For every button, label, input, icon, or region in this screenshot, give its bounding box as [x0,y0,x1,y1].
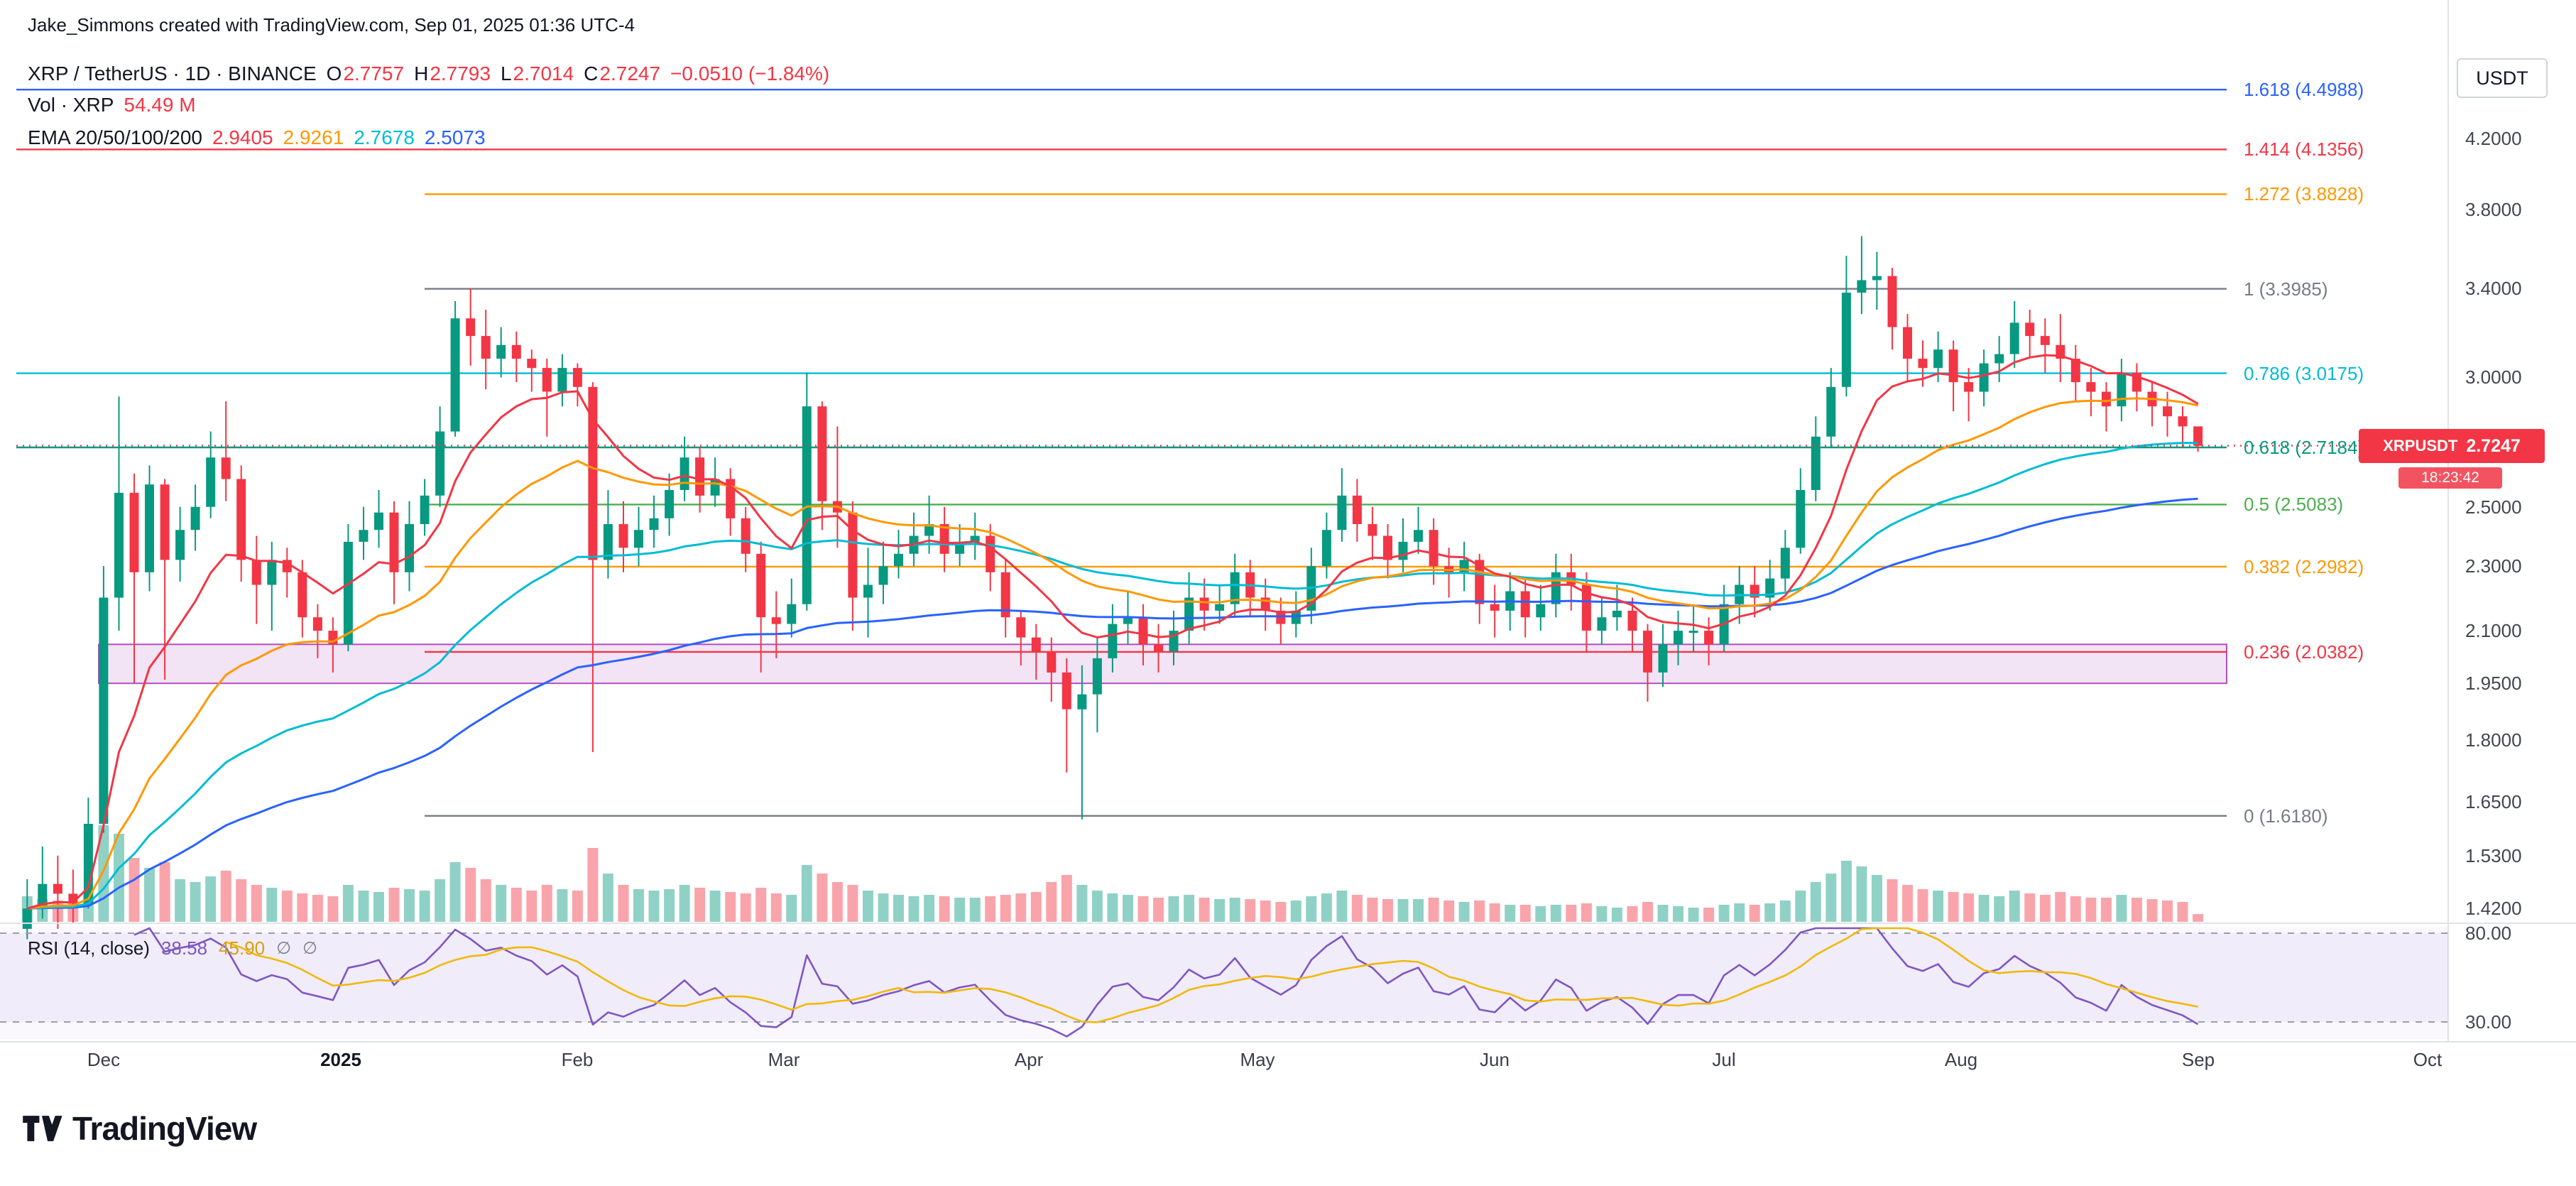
volume-label: Vol · XRP [28,94,114,116]
price-tick: 1.6500 [2465,791,2522,812]
time-tick: Dec [87,1049,121,1070]
volume-series [21,825,2204,922]
time-tick: Apr [1014,1049,1044,1070]
fib-level-label: 1.414 (4.1356) [2244,138,2364,160]
fib-level-label: 1.618 (4.4988) [2244,79,2364,100]
time-tick: Jun [1480,1049,1510,1070]
fib-level-label: 0.786 (3.0175) [2244,363,2364,384]
fib-level-label: 0.618 (2.7184) [2244,437,2364,458]
time-tick: Jul [1712,1049,1736,1070]
empty-set-icon: ∅ [276,939,292,958]
time-tick: Feb [561,1049,594,1070]
ema-values: 2.9405 2.9261 2.7678 2.5073 [212,126,486,149]
ema-value: 2.9405 [212,126,273,148]
price-tick: 2.5000 [2465,496,2522,518]
price-tick: 1.4200 [2465,898,2522,919]
fib-level-label: 0.236 (2.0382) [2244,641,2364,663]
price-tick: 1.5300 [2465,845,2522,866]
candlestick-series [22,236,2203,940]
fib-level-label: 1 (3.3985) [2244,278,2328,300]
tradingview-logo-icon [23,1116,62,1141]
time-tick: 2025 [320,1049,361,1070]
rsi-ma-line [225,927,2198,1023]
pane-separators [0,0,2576,1043]
volume-legend[interactable]: Vol · XRP 54.49 M [28,94,196,116]
tradingview-wordmark: TradingView [72,1110,257,1147]
rsi-pane [0,927,2448,1039]
price-tick: 1.8000 [2465,729,2522,751]
fib-lines [16,88,2227,817]
currency-label: USDT [2457,58,2548,98]
volume-value: 54.49 M [124,94,196,116]
ema-legend[interactable]: EMA 20/50/100/200 2.9405 2.9261 2.7678 2.50… [28,126,486,149]
price-tick: 1.9500 [2465,673,2522,694]
fib-level-label: 0.5 (2.5083) [2244,494,2344,515]
tag-price: 2.7247 [2466,435,2521,456]
change-value: −0.0510 (−1.84%) [670,62,830,85]
price-tick: 3.4000 [2465,278,2522,299]
price-tick: 2.1000 [2465,620,2522,641]
rsi-legend[interactable]: RSI (14, close) 38.58 45.90 ∅ ∅ [28,937,317,959]
fib-level-label: 1.272 (3.8828) [2244,183,2364,205]
time-tick: Sep [2181,1049,2215,1070]
time-tick: Aug [1944,1049,1978,1070]
price-tick: 2.3000 [2465,555,2522,577]
close-value: C 2.7247 [584,62,661,85]
ema-value: 2.9261 [283,126,344,148]
rsi-line [133,927,2199,1038]
low-value: L 2.7014 [500,62,574,85]
ema-value: 2.5073 [424,126,486,148]
last-price-tag: XRPUSDT 2.7247 [2359,429,2545,463]
rsi-tick: 80.00 [2465,923,2512,944]
fib-level-label: 0 (1.6180) [2244,805,2328,827]
rsi-title: RSI (14, close) [28,937,150,959]
symbol-title: XRP / TetherUS · 1D · BINANCE [28,62,317,85]
high-value: H 2.7793 [414,62,491,85]
bar-countdown: 18:23:42 [2398,467,2502,489]
price-tick: 3.8000 [2465,199,2522,220]
open-value: O 2.7757 [326,62,405,85]
ema-label: EMA 20/50/100/200 [28,126,202,148]
ema-lines [26,354,2199,910]
tradingview-logo[interactable]: TradingView [21,1109,257,1148]
time-tick: May [1240,1049,1275,1070]
price-tick: 4.2000 [2465,128,2522,149]
rsi-tick: 30.00 [2465,1011,2512,1033]
attribution-text: Jake_Simmons created with TradingView.co… [28,14,635,36]
empty-set-icon: ∅ [302,939,317,958]
tag-symbol: XRPUSDT [2383,437,2458,455]
fib-level-label: 0.382 (2.2982) [2244,556,2364,577]
price-tick: 3.0000 [2465,366,2522,388]
ema-value: 2.7678 [354,126,415,148]
rsi-value: 38.58 [160,937,208,959]
rsi-ma-value: 45.90 [219,937,266,959]
time-tick: Mar [768,1049,800,1070]
time-tick: Oct [2413,1049,2443,1070]
